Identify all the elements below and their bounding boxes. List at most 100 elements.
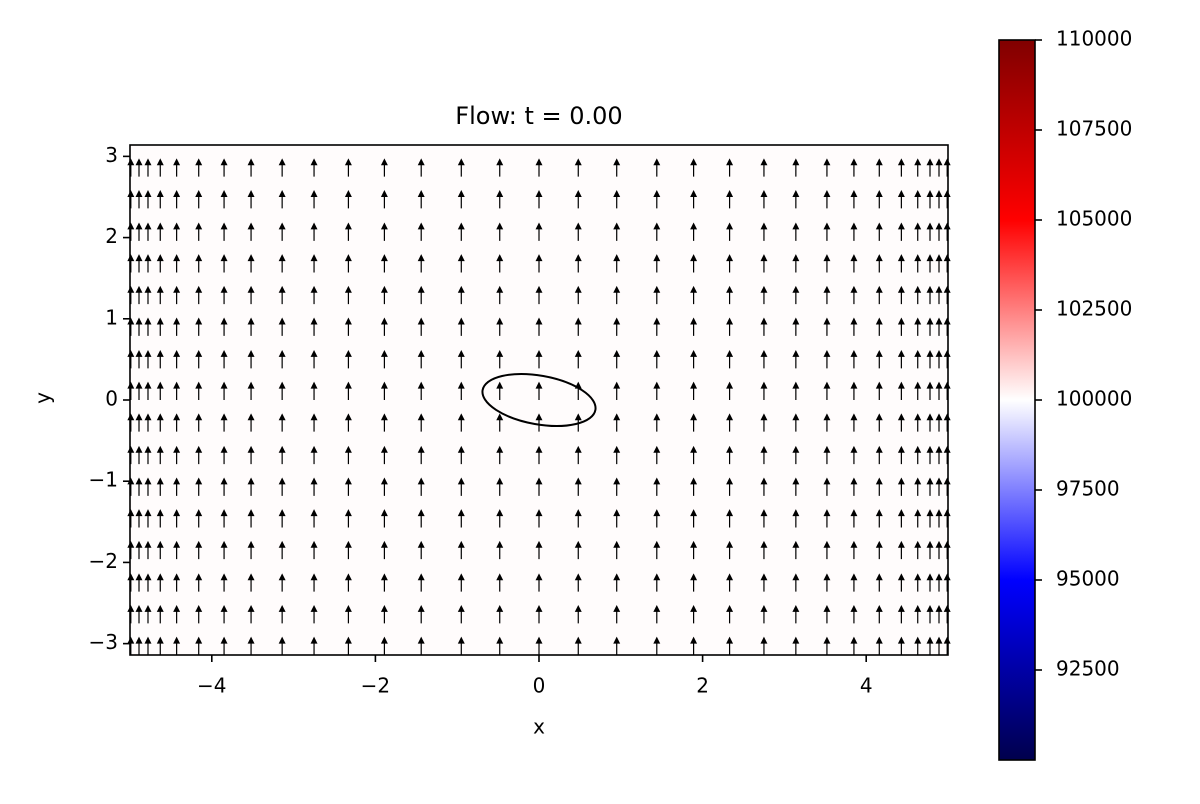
- arrow: [173, 509, 181, 528]
- arrow: [457, 540, 465, 560]
- chart-title: Flow: t = 0.00: [455, 102, 622, 130]
- arrow: [173, 573, 181, 592]
- arrow: [690, 190, 698, 209]
- arrow: [195, 158, 203, 177]
- arrow: [914, 636, 922, 655]
- arrow: [875, 636, 883, 655]
- arrow: [457, 413, 465, 432]
- arrow: [792, 317, 800, 336]
- arrow: [926, 636, 934, 655]
- arrow: [574, 540, 582, 560]
- arrow: [195, 413, 203, 432]
- arrow: [926, 285, 934, 305]
- colorbar: [998, 39, 1036, 761]
- arrow: [535, 636, 543, 655]
- arrow: [792, 636, 800, 655]
- arrow: [144, 477, 152, 496]
- arrow: [220, 636, 228, 655]
- arrow: [690, 573, 698, 592]
- arrow: [135, 477, 143, 496]
- arrow: [574, 158, 582, 177]
- arrow: [496, 573, 504, 592]
- arrow: [278, 413, 286, 432]
- arrow: [926, 573, 934, 592]
- arrow: [278, 317, 286, 336]
- arrow: [535, 445, 543, 465]
- arrow: [897, 381, 905, 400]
- arrow: [690, 158, 698, 177]
- arrow: [914, 573, 922, 592]
- arrow: [135, 285, 143, 305]
- arrow: [135, 317, 143, 336]
- arrow: [417, 636, 425, 655]
- arrow: [690, 349, 698, 369]
- arrow: [344, 477, 352, 496]
- arrow: [417, 604, 425, 624]
- arrow: [760, 540, 768, 560]
- arrow: [380, 254, 388, 273]
- x-tick-label: 2: [696, 674, 709, 698]
- arrow: [135, 573, 143, 592]
- arrow: [173, 604, 181, 624]
- arrow: [935, 158, 943, 177]
- arrow: [496, 222, 504, 241]
- arrow: [457, 636, 465, 655]
- arrow: [156, 477, 164, 496]
- arrow: [613, 636, 621, 655]
- colorbar-tick-label: 95000: [1056, 567, 1120, 591]
- arrow: [823, 222, 831, 241]
- arrow: [613, 317, 621, 336]
- arrow: [144, 604, 152, 624]
- arrow: [914, 509, 922, 528]
- arrow: [380, 349, 388, 369]
- arrow: [726, 540, 734, 560]
- y-tick-label: 1: [105, 305, 118, 329]
- arrow: [247, 190, 255, 209]
- arrow: [144, 413, 152, 432]
- arrow: [496, 604, 504, 624]
- arrow: [380, 509, 388, 528]
- arrow: [247, 477, 255, 496]
- arrow: [897, 158, 905, 177]
- arrow: [496, 349, 504, 369]
- arrow: [914, 540, 922, 560]
- arrow: [850, 349, 858, 369]
- arrow: [653, 445, 661, 465]
- arrow: [156, 158, 164, 177]
- arrow: [926, 604, 934, 624]
- arrow: [278, 222, 286, 241]
- arrow: [457, 573, 465, 592]
- arrow: [135, 222, 143, 241]
- arrow: [135, 158, 143, 177]
- y-tick-label: −1: [89, 468, 118, 492]
- arrow: [935, 477, 943, 496]
- arrow: [875, 317, 883, 336]
- arrow: [760, 477, 768, 496]
- arrow: [220, 190, 228, 209]
- arrow: [247, 445, 255, 465]
- arrow: [173, 413, 181, 432]
- arrow: [935, 317, 943, 336]
- arrow: [574, 573, 582, 592]
- arrow: [417, 445, 425, 465]
- arrow: [156, 509, 164, 528]
- arrow: [613, 349, 621, 369]
- arrow: [792, 190, 800, 209]
- arrow: [613, 540, 621, 560]
- y-tick-label: −2: [89, 549, 118, 573]
- arrow: [496, 285, 504, 305]
- arrow: [195, 349, 203, 369]
- arrow: [457, 190, 465, 209]
- arrow: [613, 573, 621, 592]
- arrow: [850, 222, 858, 241]
- arrow: [156, 222, 164, 241]
- arrow: [144, 317, 152, 336]
- arrow: [496, 509, 504, 528]
- arrow: [144, 445, 152, 465]
- y-axis-label: y: [31, 392, 55, 404]
- arrow: [653, 413, 661, 432]
- arrow: [144, 222, 152, 241]
- arrow: [535, 285, 543, 305]
- arrow: [278, 477, 286, 496]
- arrow: [195, 604, 203, 624]
